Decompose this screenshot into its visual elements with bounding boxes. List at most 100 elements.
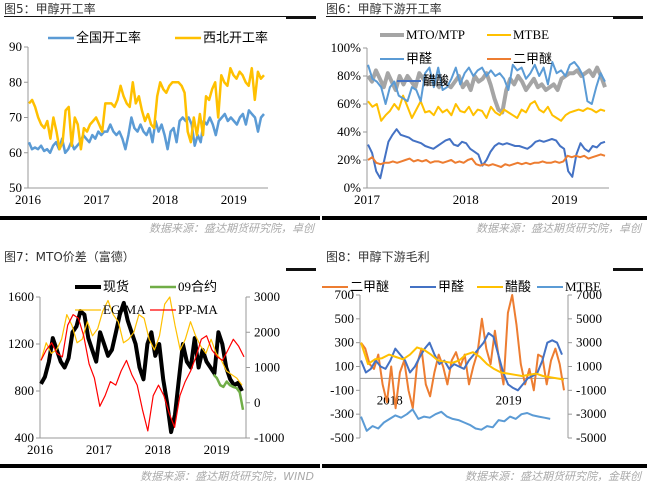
y-tick-label: -500 [330,430,354,445]
y-tick-label: 70 [9,110,22,125]
series-line-2 [360,342,565,381]
series-line-1 [367,61,606,105]
legend-label: EG-MA [103,302,146,317]
legend-label: 09合约 [178,279,217,294]
chart-fig6: 0% 20% 40% 60% 80% 100% 2017 2018 2019 MTO/MTP 甲醛 二… [331,27,609,207]
panel-fig8: 图8：甲醇下游毛利 -500 -300 -100 100 300 500 700 -5000-… [322,242,647,483]
y-tick-label: 0% [344,180,362,195]
series-line-4 [367,128,606,180]
series-line-2 [367,153,606,168]
y-tick-label: 1600 [8,289,34,304]
y-tick-label: 60 [9,145,22,160]
series-line-1 [28,66,265,151]
chart-title: 图5：甲醇开工率 [4,2,96,16]
legend-label: PP-MA [178,302,218,317]
series-line-1 [360,332,563,392]
legend-label: 现货 [103,279,129,294]
legend-label: 西北开工率 [203,30,268,45]
y-tick-label: 300 [335,335,355,350]
x-tick-label: 2019 [552,192,578,207]
x-tick-label: 2018 [377,392,403,407]
panel-fig7: 图7：MTO价差（富德） 400 800 1200 1600 -1000 0 1000 200… [0,242,320,483]
y-tick-label: 40% [337,124,361,139]
legend-label: 甲醛 [406,51,432,66]
legend-label: 二甲醚 [350,279,389,294]
chart-fig5: 50 60 70 80 90 2016 2017 2018 2019 全国开工率 西北开工率 [9,30,268,207]
title-divider [4,16,316,17]
footer-divider [322,216,647,220]
chart-fig7: 400 800 1200 1600 -1000 0 1000 2000 3000 2016 2017… [8,279,284,457]
x-tick-label: 2018 [152,192,178,207]
footer-divider [0,464,320,468]
y-tick-label: -100 [330,382,354,397]
panel-fig5: 图5：甲醇开工率 50 60 70 80 90 2016 2017 2018 2019 全国开工率… [0,0,320,240]
title-divider-accent [286,268,316,271]
y-tick-label: -300 [330,406,354,421]
legend-label: MTBE [565,279,601,294]
y-tick-label: 80% [337,68,361,83]
x-tick-label: 2017 [354,192,381,207]
y-tick-label: 1200 [8,336,34,351]
y-tick-label-right: 1000 [254,360,280,375]
chart-title: 图7：MTO价差（富德） [4,250,135,264]
y-tick-label-right: -1000 [576,382,606,397]
x-tick-label: 2016 [15,192,42,207]
series-line-3 [40,314,245,432]
y-tick-label-right: 5000 [576,311,602,326]
series-line-0 [360,294,565,410]
x-tick-label: 2018 [453,192,479,207]
series-line-0 [39,300,244,435]
legend-label: MTO/MTP [406,27,465,42]
title-divider-accent [613,16,643,19]
title-divider-accent [286,16,316,19]
x-tick-label: 2018 [145,442,171,457]
legend-label: 全国开工率 [76,30,141,45]
source-note: 数据来源：盛达期货研究院，卓创 [149,222,314,235]
y-tick-label-right: -5000 [576,430,606,445]
y-tick-label: 20% [337,152,361,167]
legend-label: 醋酸 [505,279,531,294]
legend-label: MTBE [513,27,549,42]
y-tick-label-right: 0 [254,395,261,410]
x-tick-label: 2016 [27,442,54,457]
y-tick-label-right: -1000 [254,430,284,445]
x-tick-label: 2017 [84,192,111,207]
y-tick-label: 80 [9,74,22,89]
title-divider [326,16,643,17]
y-tick-label: 90 [9,39,22,54]
y-tick-label: 700 [335,287,355,302]
x-tick-label: 2019 [496,392,522,407]
y-tick-label-right: 1000 [576,359,602,374]
y-tick-label-right: 7000 [576,287,602,302]
chart-title: 图6：甲醇下游开工率 [326,2,442,16]
y-tick-label: 800 [15,383,35,398]
legend-label: 醋酸 [423,73,449,88]
series-line-2 [40,296,243,386]
series-line-0 [27,109,265,155]
source-note: 数据来源：盛达期货研究院，金联创 [465,470,641,483]
legend-label: 甲醛 [438,279,464,294]
y-tick-label-right: 2000 [254,324,280,339]
y-tick-label: 500 [335,311,355,326]
series-line-1 [212,373,245,411]
y-tick-label: 60% [337,96,361,111]
title-divider-accent [613,268,643,271]
y-tick-label-right: -3000 [576,406,606,421]
panel-fig6: 图6：甲醇下游开工率 0% 20% 40% 60% 80% 100% 2017 2018 201… [322,0,647,240]
source-note: 数据来源：盛达期货研究院，WIND [140,470,314,483]
source-note: 数据来源：盛达期货研究院，卓创 [476,222,641,235]
y-tick-label: 400 [15,430,35,445]
y-tick-label: 100 [335,359,355,374]
series-line-3 [360,408,551,432]
series-line-3 [367,94,606,122]
x-tick-label: 2019 [204,442,230,457]
y-tick-label: 50 [9,180,22,195]
legend-label: 二甲醚 [513,51,552,66]
footer-divider [0,216,320,220]
footer-divider [322,464,647,468]
x-tick-label: 2019 [221,192,247,207]
chart-fig8: -500 -300 -100 100 300 500 700 -5000 -3000 -1000 1… [322,279,606,445]
y-tick-label-right: 3000 [576,335,602,350]
chart-title: 图8：甲醇下游毛利 [326,250,430,264]
x-tick-label: 2017 [86,442,113,457]
